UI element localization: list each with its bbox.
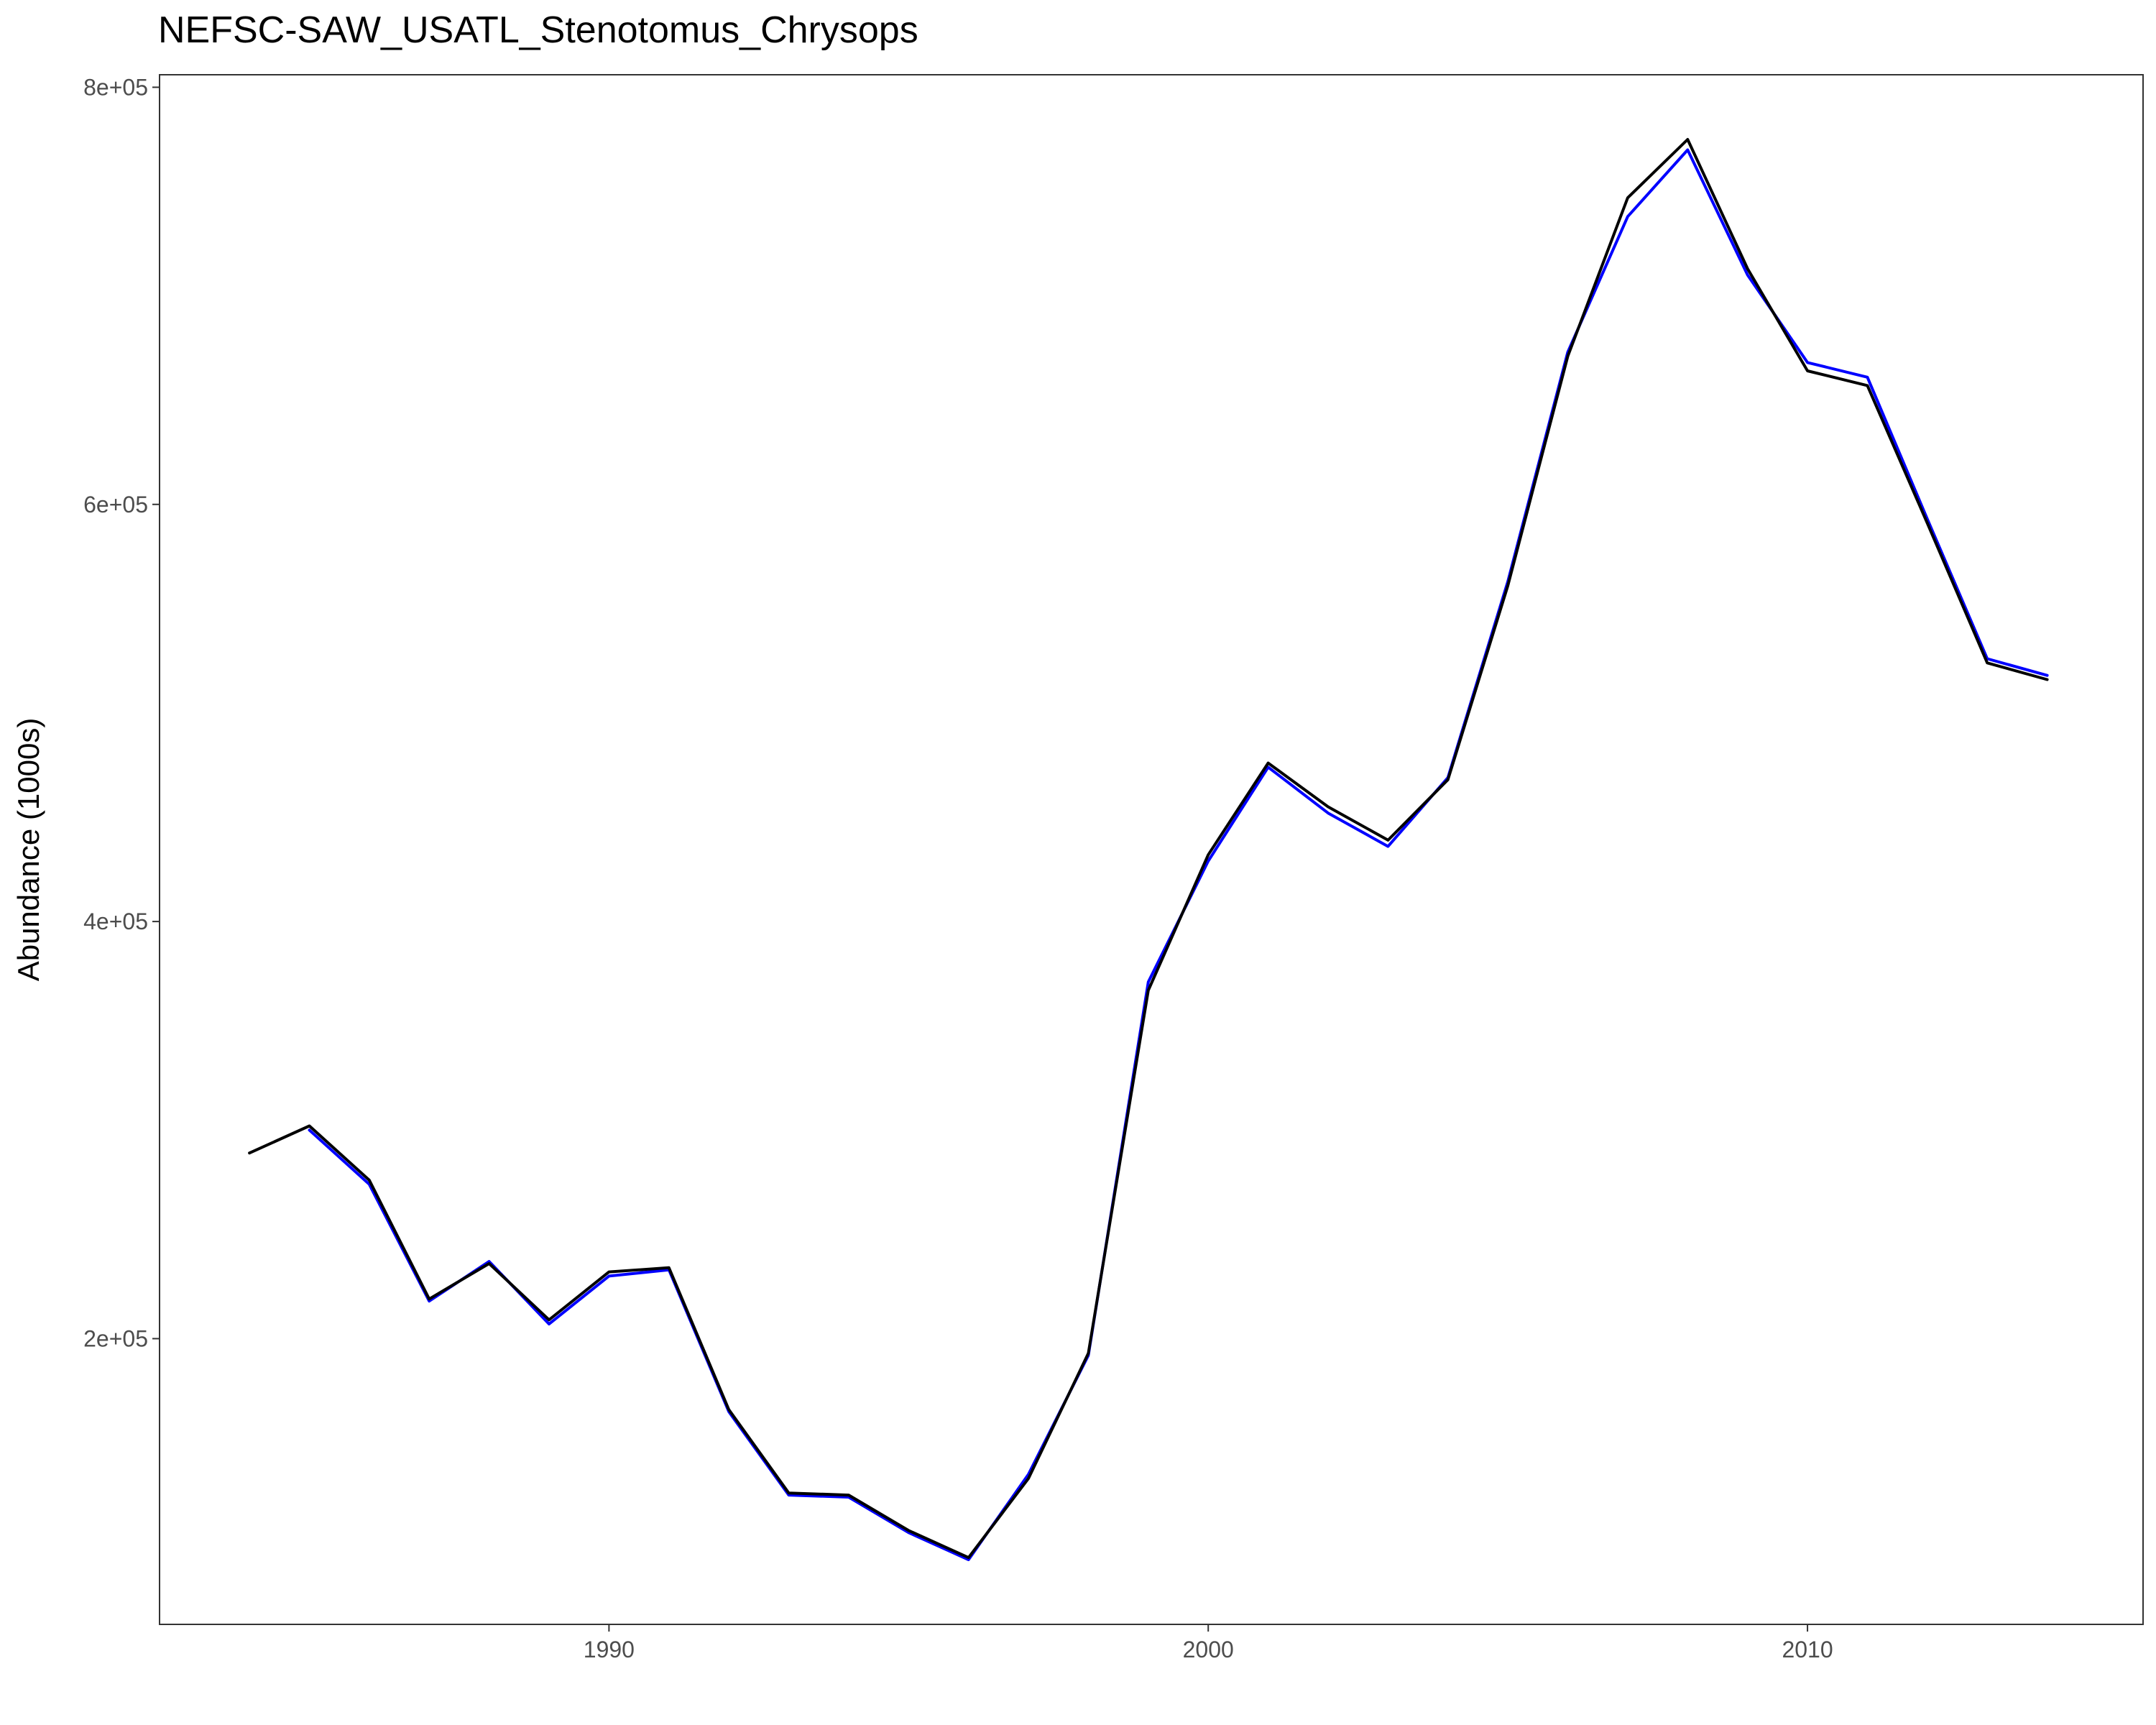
y-tick-label: 6e+05 bbox=[83, 492, 148, 518]
chart-title: NEFSC-SAW_USATL_Stenotomus_Chrysops bbox=[158, 9, 918, 51]
x-tick-label: 2010 bbox=[1782, 1637, 1833, 1662]
x-tick-label: 2000 bbox=[1183, 1637, 1234, 1662]
plot-panel bbox=[159, 74, 2144, 1625]
series-line-black bbox=[248, 138, 2049, 1560]
x-tick-label: 1990 bbox=[584, 1637, 635, 1662]
y-axis-title: Abundance (1000s) bbox=[11, 718, 45, 982]
y-tick-label: 8e+05 bbox=[83, 74, 148, 100]
y-tick-label: 2e+05 bbox=[83, 1325, 148, 1351]
y-tick-label: 4e+05 bbox=[83, 908, 148, 934]
